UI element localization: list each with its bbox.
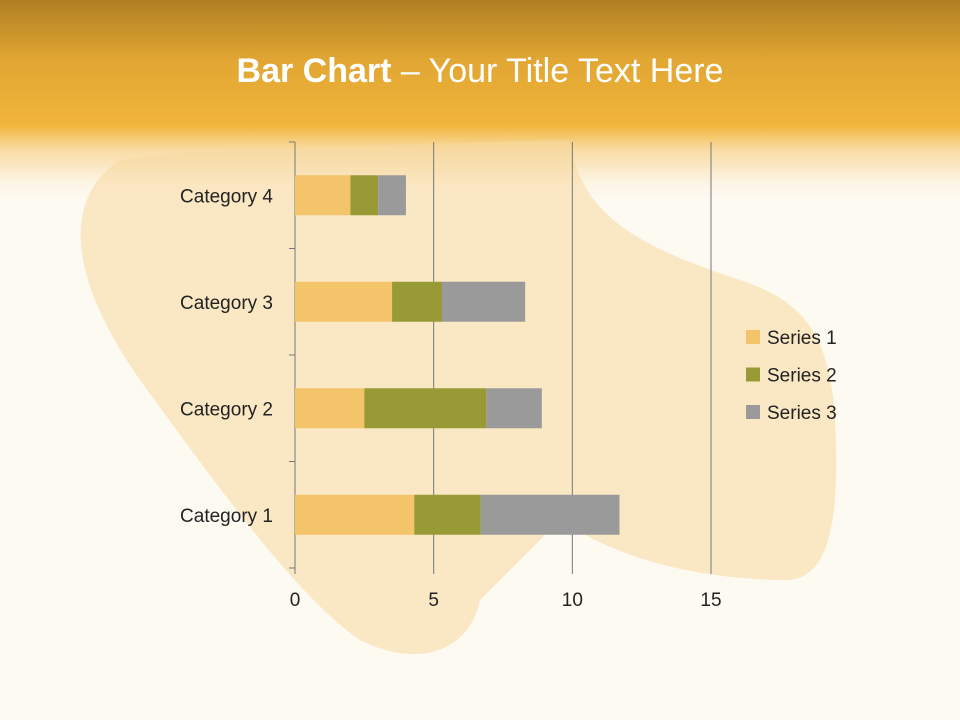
bar-series-3 xyxy=(378,175,406,216)
bar-series-1 xyxy=(295,494,415,535)
category-label: Category 3 xyxy=(180,293,273,314)
category-label: Category 4 xyxy=(180,186,273,207)
category-label: Category 1 xyxy=(180,506,273,527)
bar-series-1 xyxy=(295,281,393,322)
bar-series-2 xyxy=(414,494,481,535)
legend-swatch xyxy=(746,405,760,419)
x-tick-label: 0 xyxy=(290,590,301,611)
slide-title: Bar Chart – Your Title Text Here xyxy=(236,52,724,90)
x-tick-label: 15 xyxy=(700,590,721,611)
bar-series-3 xyxy=(441,281,526,322)
bar-series-3 xyxy=(486,388,542,429)
bar-series-3 xyxy=(480,494,620,535)
bar-series-1 xyxy=(295,388,365,429)
legend-label: Series 1 xyxy=(767,328,837,349)
category-label: Category 2 xyxy=(180,399,273,420)
x-tick-label: 5 xyxy=(428,590,439,611)
legend-swatch xyxy=(746,367,760,382)
legend-label: Series 2 xyxy=(767,366,837,387)
bar-series-1 xyxy=(295,175,351,216)
bar-series-2 xyxy=(392,281,442,322)
legend-label: Series 3 xyxy=(767,403,837,424)
bar-series-2 xyxy=(350,175,379,216)
legend-swatch xyxy=(746,330,760,344)
x-tick-label: 10 xyxy=(562,590,583,611)
bar-series-2 xyxy=(364,388,487,429)
